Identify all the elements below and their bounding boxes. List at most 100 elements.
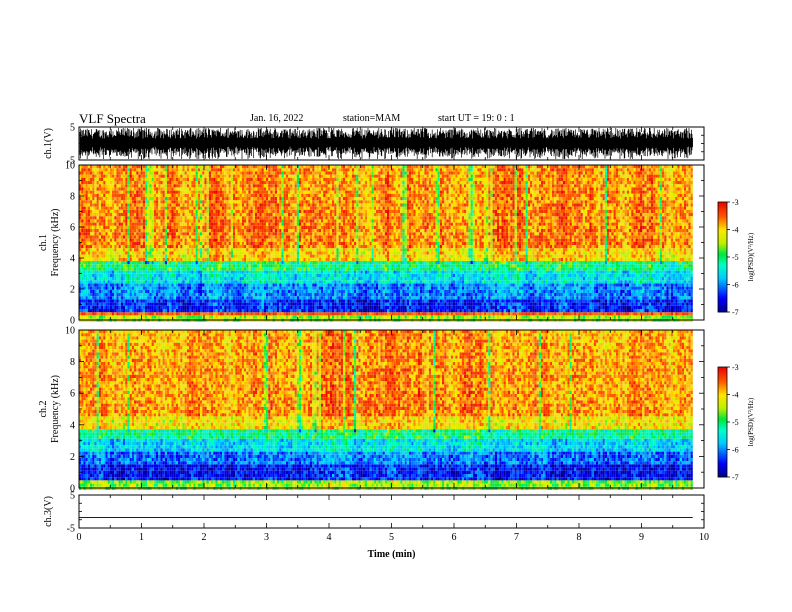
figure-title: VLF Spectra <box>79 111 146 126</box>
y-tick-label: 4 <box>70 254 75 265</box>
psd-cells <box>261 203 264 207</box>
psd-cells <box>283 429 286 433</box>
psd-cells <box>299 467 310 481</box>
psd-cells <box>675 267 678 271</box>
psd-cells <box>127 257 130 261</box>
date-label: Jan. 16, 2022 <box>250 113 304 124</box>
psd-cells <box>270 381 482 414</box>
psd-cells <box>371 197 374 201</box>
ch3-waveform-x-ticks: 0 1 2 3 4 5 6 7 8 9 10 <box>77 495 709 543</box>
psd-cells <box>314 261 317 265</box>
colorbar-swatch <box>718 244 727 247</box>
psd-cells <box>611 299 614 303</box>
colorbar-swatch <box>718 247 727 251</box>
ch3-waveform-ylabel: ch.3(V) <box>43 496 54 527</box>
colorbar-swatch <box>718 469 727 472</box>
psd-cells <box>103 464 693 481</box>
colorbar-swatch <box>718 260 727 263</box>
colorbar-swatch <box>718 211 727 214</box>
ch2-spectrogram-ylabel: Frequency (kHz) <box>50 375 61 443</box>
colorbar-swatch <box>718 374 727 377</box>
psd-cells <box>87 165 645 245</box>
colorbar-swatch <box>718 387 727 390</box>
colorbar-swatch <box>718 378 727 381</box>
y-tick-label: 5 <box>70 123 75 134</box>
colorbar-swatch <box>718 279 727 282</box>
colorbar-swatch <box>718 280 727 284</box>
colorbar-swatch <box>718 214 727 218</box>
colorbar-swatch <box>718 222 727 225</box>
colorbar-swatch <box>718 453 727 456</box>
colorbar-swatch <box>718 403 727 406</box>
colorbar-swatch <box>718 284 727 287</box>
colorbar-swatch <box>718 401 727 405</box>
psd-cells <box>98 442 656 471</box>
y-tick-label: 8 <box>70 192 75 203</box>
colorbar-swatch <box>718 306 727 309</box>
colorbar-swatch <box>718 411 727 414</box>
psd-cells <box>477 342 480 346</box>
psd-cells <box>503 219 506 223</box>
psd-cells <box>109 429 638 465</box>
colorbar-swatch <box>718 390 727 394</box>
psd-cells <box>129 261 563 284</box>
psd-cells <box>81 209 84 213</box>
colorbar-swatch <box>718 275 727 278</box>
psd-cells <box>123 165 684 252</box>
psd-cells <box>402 213 405 217</box>
psd-cells <box>371 305 385 313</box>
psd-cells <box>433 403 436 407</box>
x-tick-label: 2 <box>202 532 207 543</box>
psd-cells <box>422 438 425 442</box>
psd-cells <box>90 480 93 484</box>
x-axis-label: Time (min) <box>368 549 416 560</box>
start-time-label: start UT = 19: 0 : 1 <box>438 113 515 124</box>
psd-cells <box>149 216 152 220</box>
colorbar-swatch <box>718 246 727 249</box>
colorbar-tick-label: -5 <box>732 253 739 262</box>
colorbar-swatch <box>718 368 727 372</box>
ch1-waveform-x-ticks <box>78 127 705 160</box>
psd-cells <box>325 435 328 439</box>
ch1-spectrogram-x-ticks <box>78 165 705 320</box>
psd-cells <box>96 362 99 366</box>
psd-cells <box>103 171 676 261</box>
psd-cells <box>345 378 348 382</box>
x-tick-label: 10 <box>699 532 709 543</box>
psd-cells <box>182 299 185 303</box>
y-tick-label: -5 <box>67 156 75 167</box>
psd-cells <box>305 435 308 439</box>
x-tick-label: 0 <box>77 532 82 543</box>
psd-cells <box>171 270 662 313</box>
colorbar-swatch <box>718 220 727 223</box>
psd-cells <box>222 464 667 481</box>
ch1-spectrogram-image <box>79 165 693 322</box>
colorbar-swatch <box>718 255 727 258</box>
colorbar-swatch <box>718 271 727 274</box>
psd-cells <box>193 283 478 313</box>
colorbar-swatch <box>718 310 727 313</box>
colorbar-swatch <box>718 422 727 425</box>
psd-cells <box>222 273 671 303</box>
colorbar-swatch <box>718 418 727 421</box>
colorbar-swatch <box>718 438 727 441</box>
y-tick-label: 0 <box>70 484 75 495</box>
ch1-spectrogram-y-ticks: 0 2 4 6 8 10 <box>65 161 704 327</box>
colorbar-tick-label: -6 <box>732 446 739 455</box>
psd-cells <box>391 315 394 319</box>
psd-cells <box>354 464 357 468</box>
x-tick-label: 4 <box>327 532 332 543</box>
colorbar-swatch <box>718 427 727 430</box>
psd-cells <box>332 384 335 388</box>
psd-cells <box>433 400 436 404</box>
psd-cells <box>129 432 612 465</box>
psd-cells <box>338 480 341 484</box>
colorbar-swatch <box>718 231 727 234</box>
psd-cells <box>263 371 269 391</box>
colorbar-swatch <box>718 295 727 298</box>
ch2-spectrogram-x-ticks <box>78 330 705 488</box>
x-tick-label: 5 <box>389 532 394 543</box>
colorbar-swatch <box>718 207 727 210</box>
y-tick-label: 6 <box>70 389 75 400</box>
colorbar-tick-label: -4 <box>732 226 739 235</box>
